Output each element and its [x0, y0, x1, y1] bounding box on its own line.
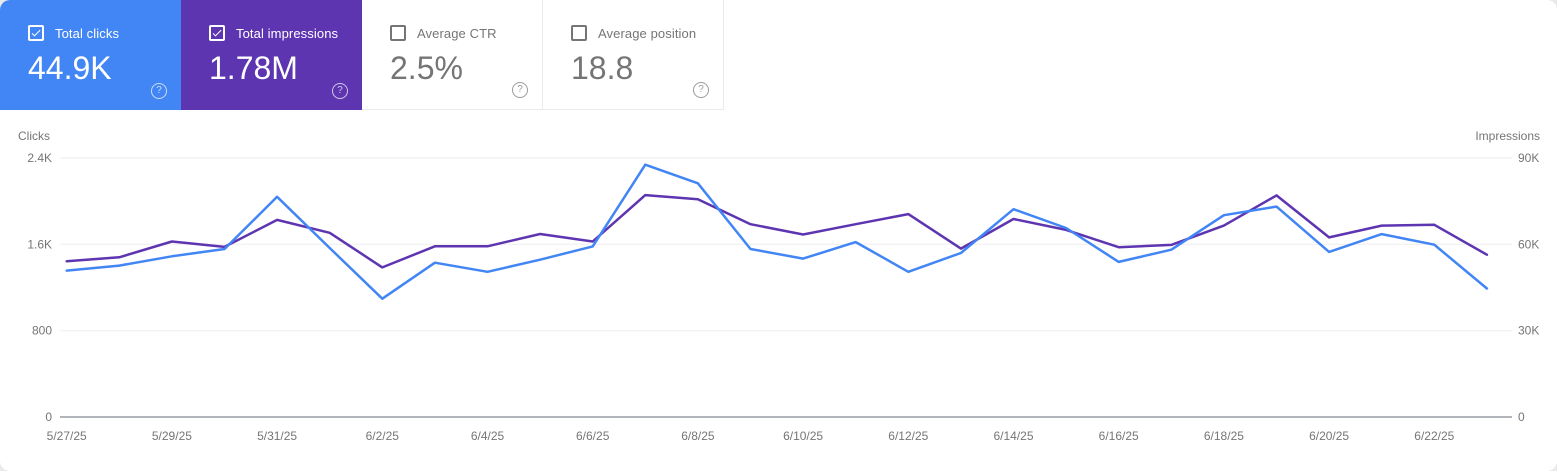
x-axis-label: 6/14/25 [993, 429, 1033, 443]
help-icon[interactable] [332, 83, 348, 99]
help-icon[interactable] [512, 82, 528, 98]
left-axis-tick: 800 [32, 324, 52, 338]
metric-card-label: Total clicks [55, 25, 120, 41]
right-axis-tick: 30K [1518, 324, 1539, 338]
checkmark-icon [212, 29, 222, 37]
clicks-impressions-line-chart: 2.4K 90K 1.6K 60K 800 30K 0 0 Clicks Impressions 5… [18, 129, 1540, 443]
x-axis-label: 6/8/25 [681, 429, 715, 443]
x-axis-label: 5/29/25 [152, 429, 192, 443]
right-axis-tick: 90K [1518, 151, 1539, 165]
x-axis-label: 6/6/25 [576, 429, 610, 443]
metric-card-value: 18.8 [571, 50, 634, 86]
help-icon[interactable] [693, 82, 709, 98]
metric-card-total-impressions[interactable]: Total impressions 1.78M [181, 0, 362, 110]
left-axis-tick: 1.6K [27, 237, 52, 251]
x-axis-label: 6/20/25 [1309, 429, 1349, 443]
right-axis-tick: 60K [1518, 237, 1539, 251]
metric-card-header: Total impressions [209, 25, 362, 41]
metric-card-label: Total impressions [236, 25, 339, 41]
metric-card-header: Average CTR [390, 25, 542, 41]
x-axis-label: 6/16/25 [1099, 429, 1139, 443]
left-axis-tick: 2.4K [27, 151, 52, 165]
x-axis-label: 6/18/25 [1204, 429, 1244, 443]
metric-card-average-position[interactable]: Average position 18.8 [543, 0, 724, 110]
right-axis-tick: 0 [1518, 410, 1525, 424]
metric-card-value: 44.9K [28, 50, 112, 86]
metric-card-header: Average position [571, 25, 723, 41]
help-icon[interactable] [151, 83, 167, 99]
total-impressions-checkbox[interactable] [209, 25, 225, 41]
metric-card-total-clicks[interactable]: Total clicks 44.9K [0, 0, 181, 110]
metric-card-label: Average CTR [417, 25, 497, 41]
left-axis-title: Clicks [18, 129, 50, 143]
x-axis-label: 5/31/25 [257, 429, 297, 443]
metric-card-value: 1.78M [209, 50, 298, 86]
metric-card-value: 2.5% [390, 50, 463, 86]
x-axis-label: 5/27/25 [47, 429, 87, 443]
clicks-line [65, 163, 1489, 300]
x-axis-label: 6/2/25 [366, 429, 400, 443]
metric-cards: Total clicks 44.9K Total impressions 1.7… [0, 0, 1557, 110]
checkmark-icon [31, 29, 41, 37]
metric-card-label: Average position [598, 25, 697, 41]
x-axis-label: 6/4/25 [471, 429, 505, 443]
metric-card-header: Total clicks [28, 25, 181, 41]
average-ctr-checkbox[interactable] [390, 25, 406, 41]
right-axis-title: Impressions [1475, 129, 1540, 143]
x-axis-label: 6/22/25 [1414, 429, 1454, 443]
metric-card-average-ctr[interactable]: Average CTR 2.5% [362, 0, 543, 110]
left-axis-tick: 0 [45, 410, 52, 424]
total-clicks-checkbox[interactable] [28, 25, 44, 41]
performance-chart-area: 2.4K 90K 1.6K 60K 800 30K 0 0 Clicks Impressions 5… [0, 110, 1557, 471]
x-axis-label: 6/10/25 [783, 429, 823, 443]
x-axis-label: 6/12/25 [888, 429, 928, 443]
average-position-checkbox[interactable] [571, 25, 587, 41]
